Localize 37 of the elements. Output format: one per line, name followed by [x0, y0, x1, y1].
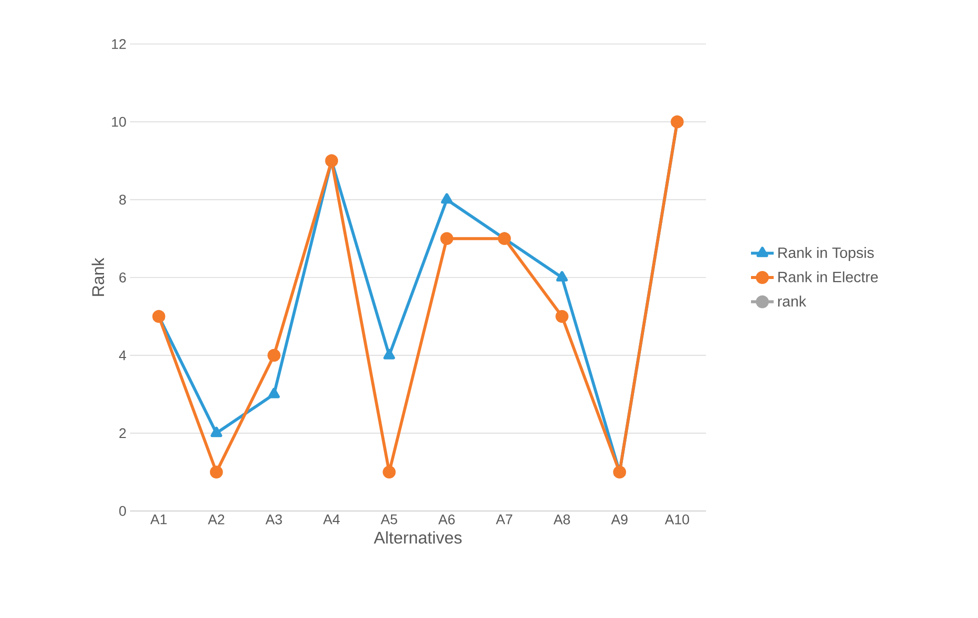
point [383, 348, 396, 360]
point [440, 232, 454, 246]
point [210, 466, 223, 479]
point [670, 115, 684, 128]
x-tick-label: A2 [208, 514, 224, 524]
point [498, 232, 511, 246]
point [556, 310, 568, 323]
point [440, 193, 453, 204]
point [268, 348, 280, 362]
x-tick-label: A4 [323, 514, 340, 524]
x-tick-label: A8 [554, 514, 570, 524]
point [210, 426, 222, 438]
y-tick-label: 12 [112, 39, 126, 49]
y-axis-title: Rank [92, 258, 104, 296]
point [556, 271, 568, 282]
y-tick-label: 10 [112, 116, 126, 127]
point [325, 154, 338, 168]
x-tick-label: A7 [496, 514, 512, 524]
x-tick-label: A3 [266, 514, 282, 524]
x-axis-title: Alternatives [374, 531, 462, 544]
x-tick-label: A9 [611, 514, 628, 524]
legend-label: rank [778, 296, 806, 307]
point [152, 310, 166, 323]
y-tick-label: 6 [119, 272, 126, 282]
point [613, 466, 626, 479]
x-tick-label: A1 [150, 514, 167, 524]
y-tick-label: 8 [119, 194, 126, 205]
point [268, 388, 280, 398]
x-tick-label: A5 [380, 514, 398, 524]
x-tick-label: A6 [438, 514, 455, 524]
point [382, 466, 396, 479]
y-tick-label: 0 [119, 506, 126, 516]
y-tick-label: 2 [119, 428, 126, 438]
legend-label: Rank in Electre [778, 271, 878, 282]
x-tick-label: A10 [664, 514, 690, 524]
y-tick-label: 4 [119, 350, 126, 360]
legend-label: Rank in Topsis [778, 247, 874, 261]
